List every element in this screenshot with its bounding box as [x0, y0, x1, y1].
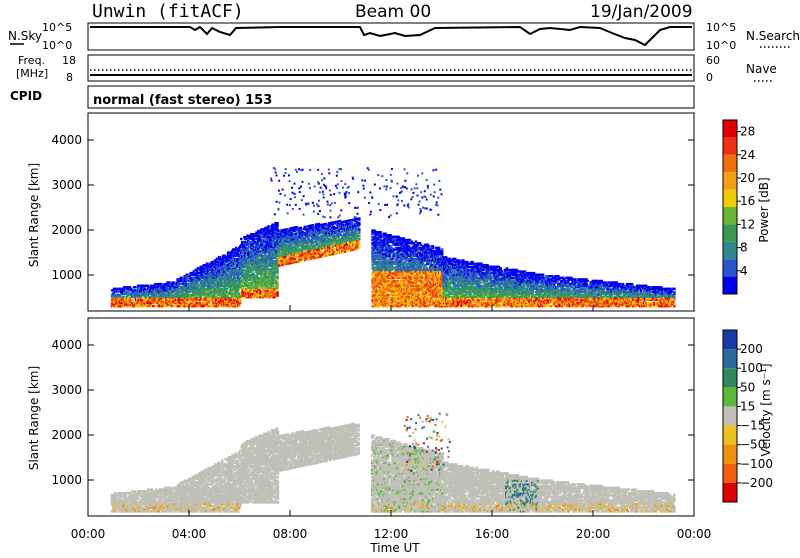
nsky-right-tick-bottom: 10^0 [706, 39, 736, 52]
beam-title: Beam 00 [355, 2, 431, 22]
freq-unit-label: [MHz] [16, 67, 48, 80]
power-cell [358, 228, 360, 230]
power-cell [276, 282, 278, 284]
nsky-left-tick-top: 10^5 [42, 21, 72, 34]
power-cell [358, 222, 360, 224]
freq-label: Freq. [18, 54, 45, 67]
date-title: 19/Jan/2009 [590, 2, 693, 22]
nave-label: Nave [746, 62, 777, 76]
power-cell [154, 305, 156, 307]
power-cell [300, 227, 302, 229]
power-cell [358, 238, 360, 240]
power-cell [240, 238, 242, 240]
freq-tick-top: 18 [62, 54, 76, 67]
freq-tick-bottom: 8 [66, 71, 73, 84]
freq-panel [88, 55, 694, 81]
power-cell [131, 299, 133, 301]
nsky-left-tick-bottom: 10^0 [42, 39, 72, 52]
power-cell [333, 248, 335, 250]
power-cell [239, 299, 241, 301]
nave-tick-top: 60 [706, 54, 720, 67]
power-cell [358, 242, 360, 244]
power-cell [276, 222, 278, 224]
nave-tick-bottom: 0 [706, 71, 713, 84]
power-cell [276, 291, 278, 293]
power-cell [358, 217, 360, 219]
nsky-right-tick-top: 10^5 [706, 21, 736, 34]
nsky-label: N.Sky [8, 29, 42, 43]
power-cell [397, 280, 399, 282]
power-cell [267, 225, 269, 227]
cpid-label: CPID [10, 89, 42, 103]
nsearch-label: N.Search [746, 29, 800, 43]
power-cell [276, 276, 278, 278]
station-title: Unwin (fitACF) [92, 1, 244, 22]
nsky-series [90, 27, 692, 45]
power-cell [358, 246, 360, 248]
power-cell [379, 231, 381, 233]
power-cell [172, 305, 174, 307]
power-cell [276, 269, 278, 271]
cpid-value: normal (fast stereo) 153 [93, 93, 272, 108]
power-cell [358, 235, 360, 237]
